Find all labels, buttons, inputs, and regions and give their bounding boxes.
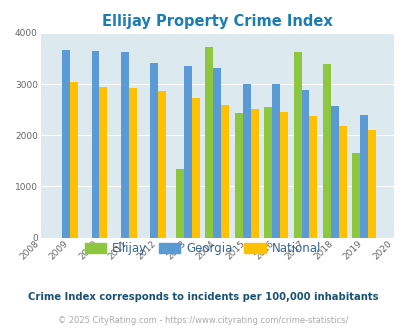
Text: © 2025 CityRating.com - https://www.cityrating.com/crime-statistics/: © 2025 CityRating.com - https://www.city… <box>58 316 347 325</box>
Bar <box>183 66 191 238</box>
Bar <box>158 91 166 238</box>
Bar <box>279 112 287 238</box>
Bar <box>338 126 346 238</box>
Bar <box>234 113 242 238</box>
Bar <box>91 51 99 238</box>
Title: Ellijay Property Crime Index: Ellijay Property Crime Index <box>102 14 332 29</box>
Bar <box>121 52 129 238</box>
Bar <box>99 87 107 238</box>
Bar <box>352 153 360 238</box>
Bar <box>205 47 213 238</box>
Bar <box>264 107 271 238</box>
Text: Crime Index corresponds to incidents per 100,000 inhabitants: Crime Index corresponds to incidents per… <box>28 292 377 302</box>
Bar <box>175 169 183 238</box>
Bar <box>242 83 250 238</box>
Bar <box>301 90 309 238</box>
Bar <box>293 52 301 238</box>
Bar <box>271 83 279 238</box>
Bar <box>221 105 228 238</box>
Bar <box>150 63 158 238</box>
Bar <box>367 130 375 238</box>
Bar <box>250 109 258 238</box>
Bar <box>309 116 317 238</box>
Legend: Ellijay, Georgia, National: Ellijay, Georgia, National <box>80 237 325 260</box>
Bar <box>360 115 367 238</box>
Bar <box>322 64 330 238</box>
Bar <box>70 82 78 238</box>
Bar <box>330 106 338 238</box>
Bar <box>191 98 199 238</box>
Bar <box>62 50 70 238</box>
Bar <box>129 88 136 238</box>
Bar <box>213 68 221 238</box>
